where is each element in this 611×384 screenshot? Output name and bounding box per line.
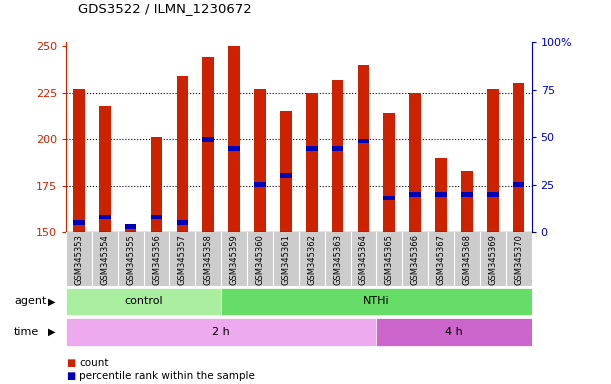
Text: ■: ■ <box>66 358 75 368</box>
Bar <box>73 89 85 232</box>
Text: ■: ■ <box>66 371 75 381</box>
Bar <box>202 57 214 232</box>
Text: GSM345368: GSM345368 <box>463 234 472 285</box>
Text: control: control <box>124 296 163 306</box>
Bar <box>357 139 369 143</box>
Text: count: count <box>79 358 109 368</box>
Text: percentile rank within the sample: percentile rank within the sample <box>79 371 255 381</box>
Bar <box>513 83 524 232</box>
Bar <box>202 137 214 142</box>
Text: GSM345356: GSM345356 <box>152 234 161 285</box>
Text: GDS3522 / ILMN_1230672: GDS3522 / ILMN_1230672 <box>78 2 252 15</box>
Bar <box>435 192 447 197</box>
Text: GSM345361: GSM345361 <box>281 234 290 285</box>
Bar <box>306 93 318 232</box>
Bar <box>99 106 111 232</box>
Bar <box>177 220 188 225</box>
Text: GSM345357: GSM345357 <box>178 234 187 285</box>
Text: time: time <box>14 327 39 337</box>
Text: agent: agent <box>14 296 46 306</box>
Bar <box>461 192 473 197</box>
Bar <box>151 215 163 219</box>
Text: GSM345366: GSM345366 <box>411 234 420 285</box>
Text: GSM345364: GSM345364 <box>359 234 368 285</box>
Text: GSM345369: GSM345369 <box>488 234 497 285</box>
Bar <box>513 182 524 187</box>
Text: ▶: ▶ <box>48 327 55 337</box>
Bar <box>384 196 395 200</box>
Bar <box>177 76 188 232</box>
Bar <box>229 46 240 232</box>
Bar <box>280 111 291 232</box>
Text: GSM345370: GSM345370 <box>514 234 523 285</box>
Bar <box>221 288 532 315</box>
Bar <box>384 113 395 232</box>
Bar <box>229 146 240 151</box>
Text: GSM345355: GSM345355 <box>126 234 135 285</box>
Bar <box>332 146 343 151</box>
Bar <box>125 224 136 229</box>
Text: 2 h: 2 h <box>212 327 230 337</box>
Bar <box>409 93 421 232</box>
Text: ▶: ▶ <box>48 296 55 306</box>
Text: GSM345367: GSM345367 <box>436 234 445 285</box>
Bar <box>66 288 221 315</box>
Bar <box>151 137 163 232</box>
Bar <box>66 318 376 346</box>
Bar <box>487 192 499 197</box>
Text: 4 h: 4 h <box>445 327 463 337</box>
Bar <box>357 65 369 232</box>
Bar <box>280 173 291 178</box>
Bar <box>435 158 447 232</box>
Text: GSM345365: GSM345365 <box>385 234 394 285</box>
Bar <box>73 220 85 225</box>
Bar <box>461 171 473 232</box>
Text: GSM345358: GSM345358 <box>203 234 213 285</box>
Text: GSM345360: GSM345360 <box>255 234 265 285</box>
Bar <box>254 182 266 187</box>
Bar <box>99 215 111 219</box>
Text: NTHi: NTHi <box>363 296 390 306</box>
Bar <box>487 89 499 232</box>
Text: GSM345363: GSM345363 <box>333 234 342 285</box>
Bar <box>254 89 266 232</box>
Bar <box>332 79 343 232</box>
Text: GSM345362: GSM345362 <box>307 234 316 285</box>
Text: GSM345359: GSM345359 <box>230 234 239 285</box>
Text: GSM345353: GSM345353 <box>75 234 84 285</box>
Text: GSM345354: GSM345354 <box>100 234 109 285</box>
Bar <box>376 318 532 346</box>
Bar <box>306 146 318 151</box>
Bar <box>409 192 421 197</box>
Bar <box>125 227 136 232</box>
